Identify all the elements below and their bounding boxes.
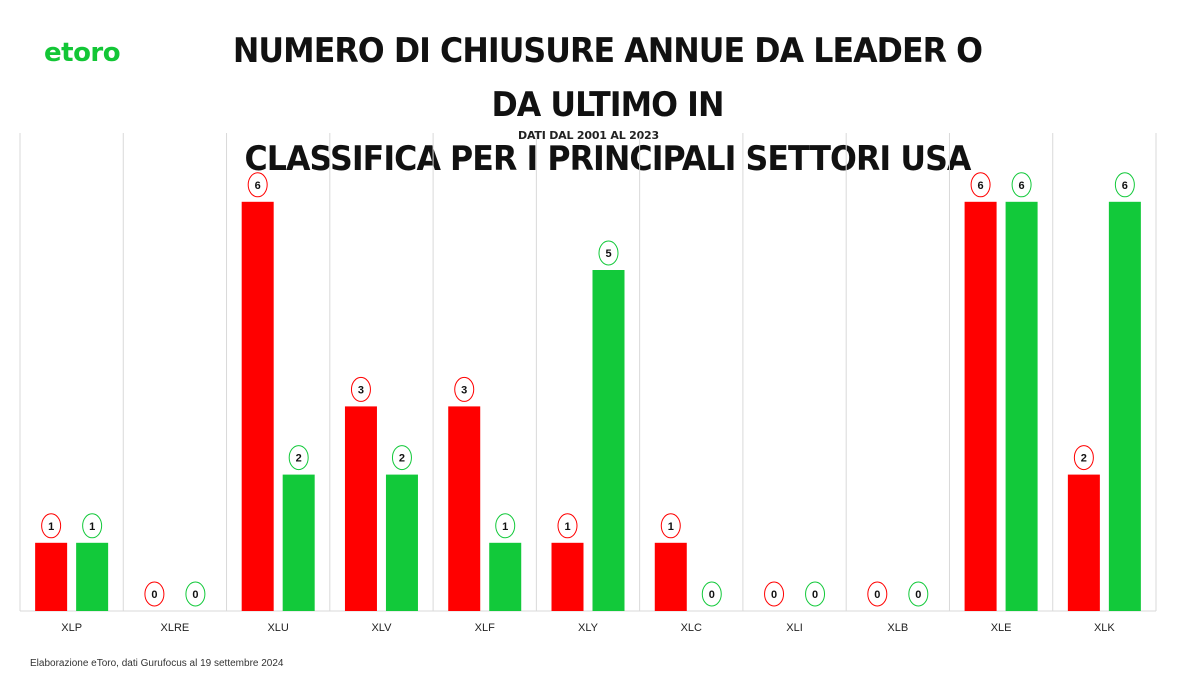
data-label-circle — [867, 581, 888, 607]
data-label-circle — [598, 240, 619, 266]
bar — [1005, 201, 1038, 612]
x-tick-label: XLK — [1094, 622, 1115, 634]
data-label: 0 — [709, 589, 715, 601]
data-label-circle — [288, 445, 309, 471]
bar — [551, 542, 584, 611]
data-label: 2 — [296, 453, 302, 465]
data-label: 3 — [461, 384, 467, 396]
data-label-circle — [144, 581, 165, 607]
x-tick-label: XLC — [681, 622, 702, 634]
bar — [1067, 474, 1100, 611]
data-label: 0 — [915, 589, 921, 601]
data-label-circle — [41, 513, 62, 539]
data-label: 0 — [771, 589, 777, 601]
bar — [1108, 201, 1141, 612]
chart-title: NUMERO DI CHIUSURE ANNUE DA LEADER O DA … — [210, 24, 1005, 186]
data-label-circle — [495, 513, 516, 539]
bar — [592, 270, 625, 611]
data-label: 0 — [192, 589, 198, 601]
data-label: 2 — [1081, 453, 1087, 465]
data-label-circle — [82, 513, 103, 539]
x-tick-label: XLU — [267, 622, 288, 634]
data-label: 0 — [874, 589, 880, 601]
data-label: 6 — [978, 180, 984, 192]
bar — [448, 406, 481, 611]
data-label: 1 — [502, 521, 508, 533]
x-tick-label: XLE — [991, 622, 1012, 634]
data-label-circle — [1073, 445, 1094, 471]
x-tick-label: XLRE — [161, 622, 190, 634]
data-label-circle — [1114, 172, 1135, 198]
bar — [385, 474, 418, 611]
etoro-logo: etoro — [44, 38, 121, 68]
chart-subtitle: DATI DAL 2001 AL 2023 — [518, 129, 659, 142]
chart-title-line-2: CLASSIFICA PER I PRINCIPALI SETTORI USA — [244, 139, 972, 179]
x-tick-label: XLF — [475, 622, 495, 634]
bar — [76, 542, 109, 611]
bar — [35, 542, 68, 611]
data-label-circle — [764, 581, 785, 607]
data-label: 1 — [564, 521, 570, 533]
data-label-circle — [660, 513, 681, 539]
data-label: 5 — [605, 248, 611, 260]
bar — [344, 406, 377, 611]
bar — [282, 474, 315, 611]
data-label-circle — [701, 581, 722, 607]
data-label-circle — [454, 376, 475, 402]
x-tick-label: XLB — [887, 622, 908, 634]
data-label: 6 — [1019, 180, 1025, 192]
data-label-circle — [391, 445, 412, 471]
data-label-circle — [350, 376, 371, 402]
bar — [241, 201, 274, 612]
bar — [654, 542, 687, 611]
data-label: 2 — [399, 453, 405, 465]
data-label-circle — [805, 581, 826, 607]
x-tick-label: XLY — [578, 622, 599, 634]
data-label: 0 — [151, 589, 157, 601]
bar — [964, 201, 997, 612]
data-label-circle — [1011, 172, 1032, 198]
data-label: 0 — [812, 589, 818, 601]
data-label: 1 — [89, 521, 95, 533]
logo-text: etoro — [44, 38, 121, 68]
x-tick-label: XLV — [371, 622, 392, 634]
data-label-circle — [970, 172, 991, 198]
x-tick-label: XLP — [61, 622, 82, 634]
data-label-circle — [185, 581, 206, 607]
data-label: 6 — [255, 180, 261, 192]
bar — [489, 542, 522, 611]
data-label: 3 — [358, 384, 364, 396]
chart-title-line-1: NUMERO DI CHIUSURE ANNUE DA LEADER O DA … — [232, 31, 983, 125]
data-label-circle — [557, 513, 578, 539]
data-label-circle — [908, 581, 929, 607]
data-label-circle — [247, 172, 268, 198]
source-note: Elaborazione eToro, dati Gurufocus al 19… — [30, 658, 284, 669]
data-label: 1 — [668, 521, 674, 533]
data-label: 6 — [1122, 180, 1128, 192]
data-label: 1 — [48, 521, 54, 533]
x-tick-label: XLI — [786, 622, 803, 634]
